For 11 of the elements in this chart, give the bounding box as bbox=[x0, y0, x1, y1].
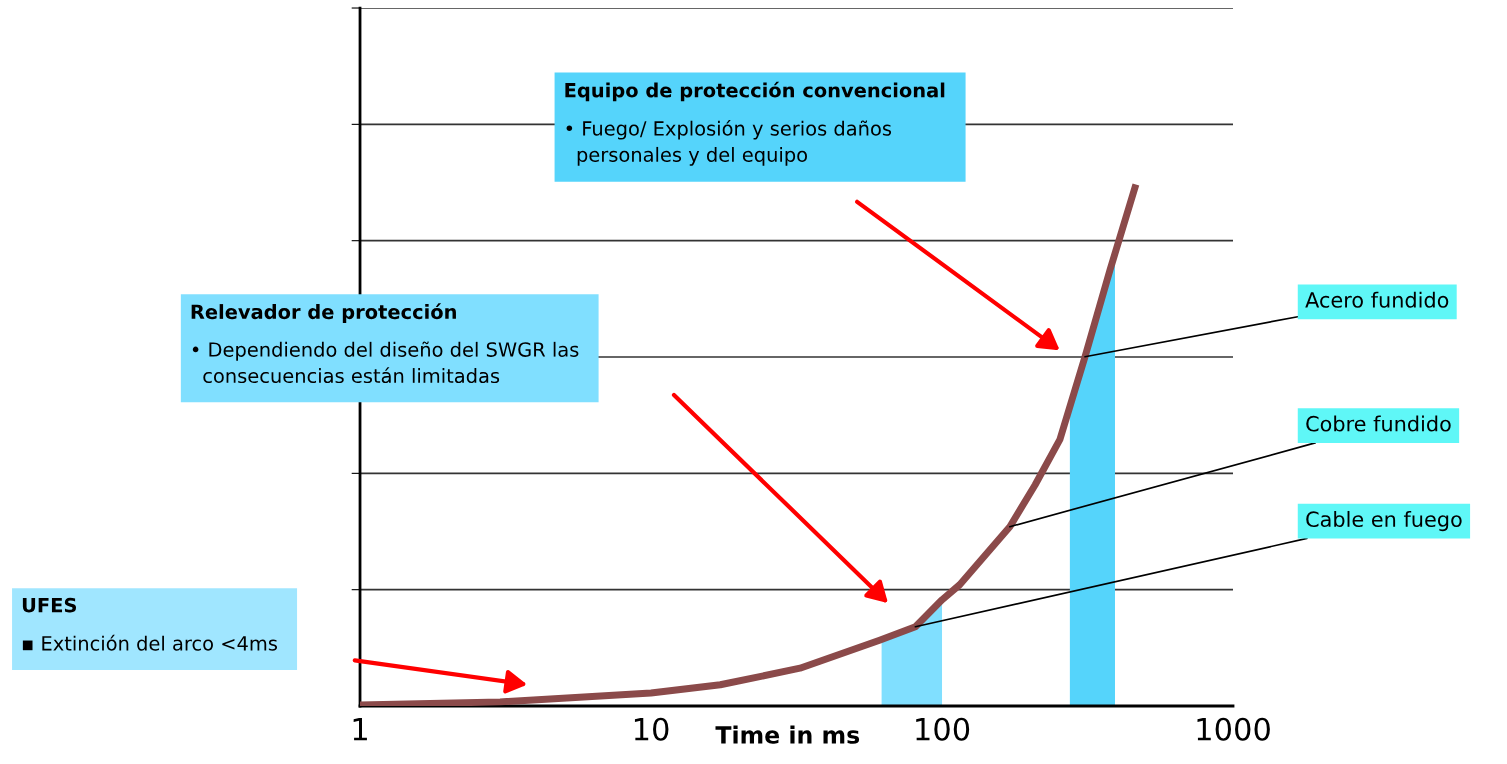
x-tick-label: 1000 bbox=[1197, 717, 1270, 741]
text: Equipo de protección convencional • Fuego/ Explosión y serios daños personales y del equipo bbox=[565, 81, 945, 166]
x-tick-label: 10 bbox=[634, 717, 669, 741]
text: UFES ▪ Extinción del arco <4ms bbox=[22, 597, 278, 651]
x-tick-label: 100 bbox=[916, 717, 970, 741]
annotation: Cobre fundido bbox=[1306, 415, 1451, 432]
annotation: Relevador de protección • Dependiendo del diseño del SWGR las consecuencias están limitadas bbox=[191, 303, 579, 384]
x-axis-title: Time in ms bbox=[715, 725, 860, 744]
x-tick-label: 1 bbox=[353, 718, 367, 741]
annotation: Cable en fuego bbox=[1306, 510, 1462, 532]
annotation: Acero fundido bbox=[1305, 291, 1449, 308]
